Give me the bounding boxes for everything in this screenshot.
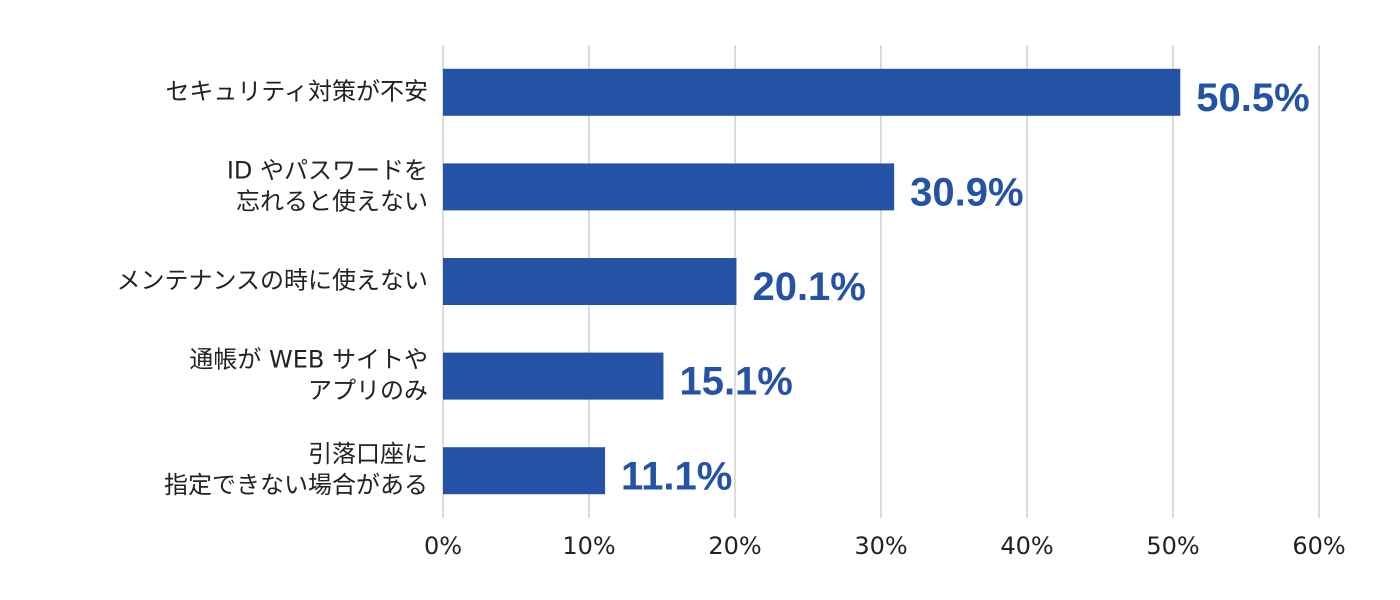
x-tick-label: 50% [1146, 532, 1199, 560]
bar [443, 68, 1181, 116]
y-tick-label: セキュリティ対策が不安 [165, 77, 428, 105]
value-label: 30.9% [910, 170, 1023, 214]
bar [443, 163, 895, 211]
y-tick-label: 引落口座に [308, 440, 428, 468]
x-tick-label: 10% [562, 532, 615, 560]
y-tick-label: メンテナンスの時に使えない [116, 267, 428, 295]
y-tick-label: 忘れると使えない [236, 187, 428, 215]
x-tick-label: 60% [1292, 532, 1345, 560]
bar [443, 258, 737, 305]
y-tick-label: 通帳が WEB サイトや [189, 346, 428, 374]
value-label: 20.1% [752, 265, 865, 309]
value-label: 11.1% [621, 454, 732, 498]
y-tick-label: 指定できない場合がある [164, 471, 428, 499]
y-tick-label: ID やパスワードを [227, 156, 428, 184]
value-label: 50.5% [1196, 76, 1309, 120]
x-tick-label: 0% [424, 532, 462, 560]
x-tick-label: 20% [708, 532, 761, 560]
bar [443, 352, 664, 400]
x-tick-label: 30% [854, 532, 907, 560]
value-label: 15.1% [679, 360, 792, 404]
y-tick-label: アプリのみ [308, 377, 428, 405]
x-tick-label: 40% [1000, 532, 1053, 560]
bar [443, 447, 606, 495]
